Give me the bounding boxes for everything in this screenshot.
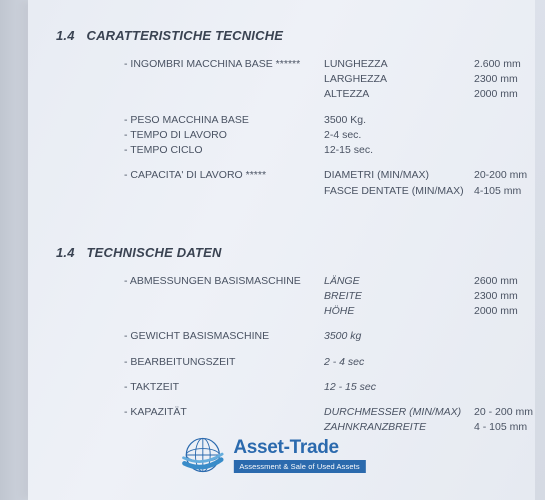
- section-heading-it: CARATTERISTICHE TECNICHE: [86, 28, 283, 43]
- spec-value: 4-105 mm: [474, 184, 544, 199]
- spec-row: - BEARBEITUNGSZEIT2 - 4 sec: [56, 355, 517, 370]
- spec-value: 20-200 mm: [474, 168, 544, 183]
- spec-label: - CAPACITA' DI LAVORO *****: [124, 168, 324, 183]
- spec-label: - KAPAZITÄT: [124, 405, 324, 420]
- spec-label: - PESO MACCHINA BASE: [124, 113, 324, 128]
- spec-row: - TEMPO DI LAVORO2-4 sec.: [56, 128, 517, 143]
- document-page: 1.4 CARATTERISTICHE TECNICHE - INGOMBRI …: [28, 0, 535, 500]
- spec-value: 2000 mm: [474, 304, 544, 319]
- spec-label: - TAKTZEIT: [124, 380, 324, 395]
- spec-value: 2300 mm: [474, 289, 544, 304]
- spec-table-de: - ABMESSUNGEN BASISMASCHINELÄNGE2600 mmB…: [56, 274, 517, 436]
- spec-row: HÖHE2000 mm: [56, 304, 517, 319]
- spec-mid: DURCHMESSER (MIN/MAX): [324, 405, 474, 420]
- spec-label: - TEMPO DI LAVORO: [124, 128, 324, 143]
- spec-row: BREITE2300 mm: [56, 289, 517, 304]
- spec-row: - GEWICHT BASISMASCHINE3500 kg: [56, 329, 517, 344]
- spec-mid: ALTEZZA: [324, 87, 474, 102]
- spec-label: - GEWICHT BASISMASCHINE: [124, 329, 324, 344]
- spec-row: FASCE DENTATE (MIN/MAX)4-105 mm: [56, 184, 517, 199]
- page-binding-shadow: [0, 0, 28, 500]
- section-num-it: 1.4: [56, 28, 75, 43]
- spec-mid: 2 - 4 sec: [324, 355, 474, 370]
- spec-label: - BEARBEITUNGSZEIT: [124, 355, 324, 370]
- spec-label: [124, 289, 324, 304]
- spec-row: LARGHEZZA2300 mm: [56, 72, 517, 87]
- spec-value: [474, 355, 544, 370]
- spec-label: - INGOMBRI MACCHINA BASE ******: [124, 57, 324, 72]
- section-title-it: 1.4 CARATTERISTICHE TECNICHE: [56, 28, 517, 43]
- spec-value: [474, 128, 544, 143]
- spec-label: [124, 184, 324, 199]
- spec-value: 2000 mm: [474, 87, 544, 102]
- spec-row: - TAKTZEIT12 - 15 sec: [56, 380, 517, 395]
- spec-mid: 3500 kg: [324, 329, 474, 344]
- globe-icon: [179, 432, 225, 478]
- spec-mid: FASCE DENTATE (MIN/MAX): [324, 184, 474, 199]
- spec-value: 2600 mm: [474, 274, 544, 289]
- spec-table-it: - INGOMBRI MACCHINA BASE ******LUNGHEZZA…: [56, 57, 517, 199]
- spec-row: - CAPACITA' DI LAVORO *****DIAMETRI (MIN…: [56, 168, 517, 183]
- spec-label: - TEMPO CICLO: [124, 143, 324, 158]
- spec-label: [124, 87, 324, 102]
- watermark-tagline: Assessment & Sale of Used Assets: [233, 460, 365, 473]
- spec-row: - TEMPO CICLO12-15 sec.: [56, 143, 517, 158]
- spec-label: [124, 72, 324, 87]
- spec-row: ALTEZZA2000 mm: [56, 87, 517, 102]
- section-heading-de: TECHNISCHE DATEN: [86, 245, 221, 260]
- spec-mid: LARGHEZZA: [324, 72, 474, 87]
- spec-value: 2300 mm: [474, 72, 544, 87]
- spec-row: - PESO MACCHINA BASE3500 Kg.: [56, 113, 517, 128]
- spec-mid: 12 - 15 sec: [324, 380, 474, 395]
- spec-mid: LÄNGE: [324, 274, 474, 289]
- section-title-de: 1.4 TECHNISCHE DATEN: [56, 245, 517, 260]
- spec-mid: 3500 Kg.: [324, 113, 474, 128]
- spec-mid: 12-15 sec.: [324, 143, 474, 158]
- spec-label: - ABMESSUNGEN BASISMASCHINE: [124, 274, 324, 289]
- spec-mid: DIAMETRI (MIN/MAX): [324, 168, 474, 183]
- spec-row: - KAPAZITÄTDURCHMESSER (MIN/MAX)20 - 200…: [56, 405, 517, 420]
- spec-value: 20 - 200 mm: [474, 405, 544, 420]
- spec-value: 4 - 105 mm: [474, 420, 544, 435]
- spec-value: [474, 143, 544, 158]
- section-num-de: 1.4: [56, 245, 75, 260]
- spec-value: [474, 329, 544, 344]
- spec-mid: LUNGHEZZA: [324, 57, 474, 72]
- spec-row: - ABMESSUNGEN BASISMASCHINELÄNGE2600 mm: [56, 274, 517, 289]
- watermark: Asset-Trade Assessment & Sale of Used As…: [179, 432, 365, 478]
- spec-mid: 2-4 sec.: [324, 128, 474, 143]
- spec-row: - INGOMBRI MACCHINA BASE ******LUNGHEZZA…: [56, 57, 517, 72]
- spec-value: [474, 113, 544, 128]
- watermark-brand: Asset-Trade: [233, 437, 365, 459]
- spec-label: [124, 304, 324, 319]
- spec-value: [474, 380, 544, 395]
- spec-mid: HÖHE: [324, 304, 474, 319]
- spec-mid: BREITE: [324, 289, 474, 304]
- spec-value: 2.600 mm: [474, 57, 544, 72]
